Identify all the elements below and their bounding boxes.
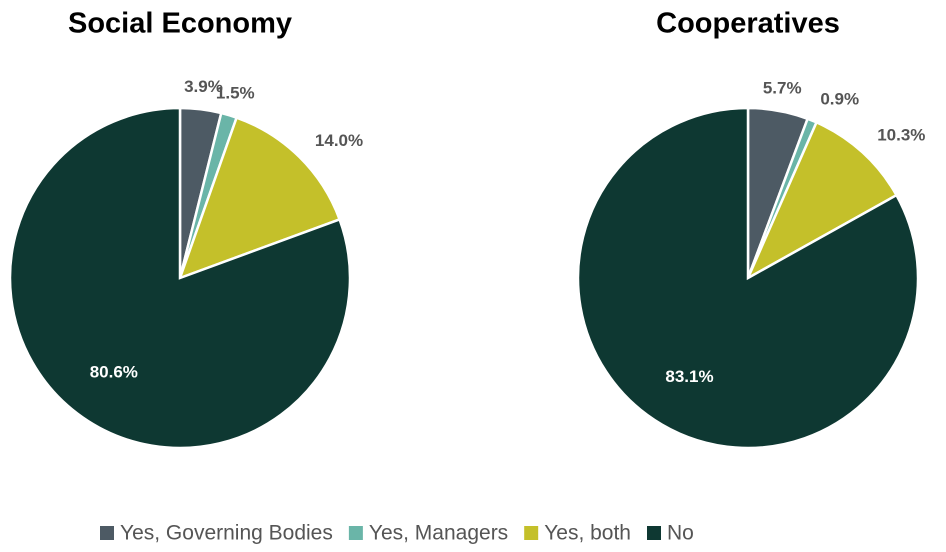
data-label: 80.6% <box>90 362 138 381</box>
legend-label: No <box>667 522 694 545</box>
data-label: 5.7% <box>763 79 802 98</box>
data-label: 83.1% <box>665 367 713 386</box>
pie-slice <box>177 116 342 281</box>
chart-title: Cooperatives <box>656 8 840 40</box>
data-label: 14.0% <box>315 131 363 150</box>
pie-slice <box>576 106 920 450</box>
legend-swatch <box>647 526 661 540</box>
pie-slice <box>8 106 352 450</box>
data-label: 3.9% <box>184 77 223 96</box>
legend-swatch <box>524 526 539 540</box>
pie-slice <box>745 120 899 281</box>
data-label: 10.3% <box>877 125 925 144</box>
legend-label: Yes, Governing Bodies <box>120 522 333 545</box>
legend-swatch <box>348 526 363 540</box>
chart-title: Social Economy <box>68 8 292 40</box>
legend-swatch <box>100 526 114 540</box>
legend-label: Yes, Managers <box>369 522 508 545</box>
legend-label: Yes, both <box>544 522 631 545</box>
data-label: 1.5% <box>216 84 255 103</box>
data-label: 0.9% <box>820 90 859 109</box>
